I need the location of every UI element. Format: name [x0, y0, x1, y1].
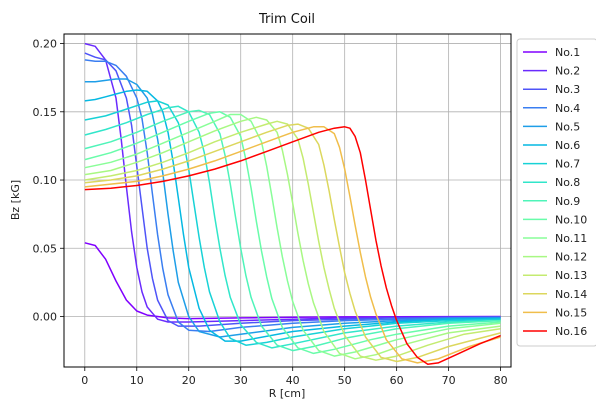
legend-label-6: No.6: [555, 139, 580, 152]
x-tick-label: 70: [442, 374, 456, 387]
series-lines: [84, 42, 501, 366]
x-tick-label: 10: [130, 374, 144, 387]
series-line-6: [84, 89, 501, 342]
series-line-14: [84, 123, 501, 363]
series-line-5: [84, 78, 501, 338]
legend-label-10: No.10: [555, 213, 587, 226]
legend-label-3: No.3: [555, 83, 580, 96]
legend-label-16: No.16: [555, 325, 587, 338]
legend-label-7: No.7: [555, 158, 580, 171]
x-tick-label: 0: [81, 374, 88, 387]
x-tick-label: 60: [390, 374, 404, 387]
y-tick-label: 0.15: [33, 106, 58, 119]
legend-label-11: No.11: [555, 232, 587, 245]
y-tick-label: 0.05: [33, 242, 58, 255]
y-tick-label: 0.10: [33, 174, 58, 187]
series-line-8: [84, 105, 501, 349]
series-line-13: [84, 120, 501, 361]
series-line-16: [84, 126, 501, 366]
x-tick-label: 50: [338, 374, 352, 387]
series-line-12: [84, 116, 501, 360]
series-line-1: [84, 242, 501, 320]
y-tick-label: 0.00: [33, 311, 58, 324]
legend-label-15: No.15: [555, 306, 587, 319]
legend-box: [516, 38, 596, 347]
y-axis-label: Bz [kG]: [9, 180, 22, 220]
series-line-9: [84, 109, 501, 352]
plot-frame: [63, 33, 512, 368]
x-tick-label: 80: [494, 374, 508, 387]
series-line-3: [84, 52, 501, 327]
chart-title: Trim Coil: [258, 12, 315, 27]
x-tick-label: 40: [286, 374, 300, 387]
legend-label-14: No.14: [555, 288, 587, 301]
x-axis-label: R [cm]: [269, 387, 306, 400]
series-line-7: [84, 100, 501, 346]
legend-label-9: No.9: [555, 195, 580, 208]
legend-label-13: No.13: [555, 269, 587, 282]
x-tick-label: 20: [182, 374, 196, 387]
y-tick-label: 0.20: [33, 38, 58, 51]
series-line-2: [84, 42, 501, 323]
x-axis-ticks: 0 10 20 30 40 50 60 70 80: [81, 367, 508, 387]
legend-label-2: No.2: [555, 65, 580, 78]
series-line-4: [84, 59, 501, 333]
x-tick-label: 30: [234, 374, 248, 387]
series-line-10: [84, 111, 501, 355]
series-line-15: [84, 126, 501, 364]
legend-label-12: No.12: [555, 251, 587, 264]
legend: No.1 No.2 No.3 No.4 No.5 No.6 No.7 No.8 No.9 No.1…: [516, 38, 596, 347]
legend-label-4: No.4: [555, 102, 580, 115]
legend-label-8: No.8: [555, 176, 580, 189]
legend-label-5: No.5: [555, 120, 580, 133]
legend-label-1: No.1: [555, 46, 580, 59]
y-axis-ticks: 0.00 0.05 0.10 0.15 0.20: [33, 38, 64, 324]
